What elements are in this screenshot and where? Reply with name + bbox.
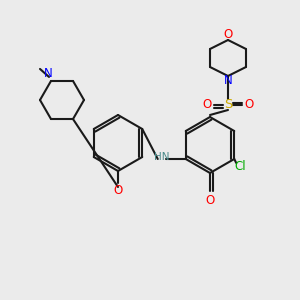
Text: S: S xyxy=(224,98,232,112)
Text: O: O xyxy=(113,184,123,196)
Text: Cl: Cl xyxy=(234,160,246,173)
Text: O: O xyxy=(244,98,253,112)
Text: O: O xyxy=(206,194,214,208)
Text: HN: HN xyxy=(154,152,170,162)
Text: N: N xyxy=(224,74,232,88)
Text: N: N xyxy=(44,68,52,80)
Text: O: O xyxy=(224,28,232,41)
Text: O: O xyxy=(202,98,211,112)
